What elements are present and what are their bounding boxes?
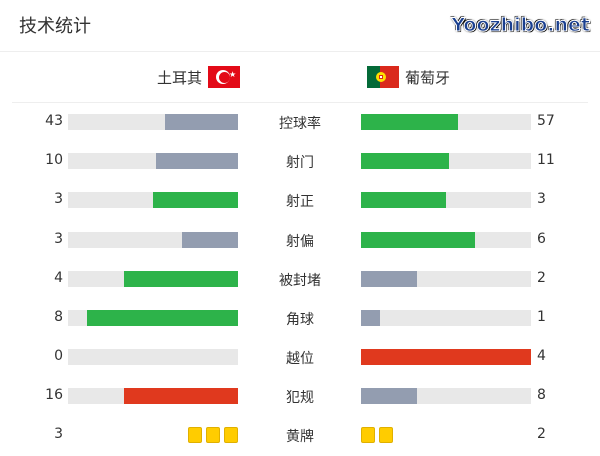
stat-row: 8 角球 1 bbox=[0, 308, 600, 328]
away-team-name: 葡萄牙 bbox=[405, 68, 451, 87]
away-bar-track bbox=[361, 231, 531, 248]
away-bar-track bbox=[361, 192, 531, 209]
stat-label: 控球率 bbox=[279, 116, 321, 132]
away-bar-fill bbox=[361, 388, 418, 405]
home-bar-fill bbox=[124, 388, 238, 405]
away-bar-fill bbox=[361, 310, 380, 326]
stat-row: 0 越位 4 bbox=[0, 347, 600, 367]
away-value: 3 bbox=[537, 191, 546, 208]
yellow-card-icon bbox=[206, 427, 220, 443]
turkey-flag-icon: ★ bbox=[208, 66, 240, 88]
watermark: Yoozhibo.net bbox=[451, 14, 591, 37]
stat-label: 被封堵 bbox=[279, 272, 321, 289]
away-value: 11 bbox=[537, 152, 555, 169]
away-value: 2 bbox=[537, 426, 546, 442]
yellow-card-icon bbox=[379, 427, 393, 443]
away-bar-fill bbox=[361, 349, 531, 366]
home-team-name: 土耳其 bbox=[156, 68, 202, 87]
stat-row-yellow-cards: 3 黄牌 2 bbox=[0, 425, 600, 445]
away-bar-track bbox=[361, 153, 531, 170]
home-bar-track bbox=[68, 231, 238, 248]
portugal-flag-icon bbox=[367, 66, 399, 88]
stat-row: 3 射偏 6 bbox=[0, 230, 600, 250]
yellow-card-icon bbox=[224, 427, 238, 443]
stat-label: 黄牌 bbox=[286, 429, 314, 445]
stat-label: 犯规 bbox=[286, 390, 314, 407]
home-bar-fill bbox=[181, 231, 238, 248]
away-bar-fill bbox=[361, 270, 418, 287]
home-bar-track bbox=[68, 310, 238, 326]
stat-label: 越位 bbox=[286, 351, 314, 368]
divider bbox=[12, 102, 588, 103]
stat-row: 16 犯规 8 bbox=[0, 386, 600, 406]
away-bar-track bbox=[361, 114, 531, 130]
home-value: 4 bbox=[54, 269, 63, 286]
away-bar-fill bbox=[361, 192, 446, 209]
away-bar-track bbox=[361, 310, 531, 326]
home-bar-track bbox=[68, 349, 238, 366]
away-bar-fill bbox=[361, 231, 475, 248]
home-yellow-cards bbox=[188, 427, 238, 443]
stat-label: 射正 bbox=[286, 194, 314, 211]
yellow-card-icon bbox=[188, 427, 202, 443]
home-value: 8 bbox=[54, 309, 63, 325]
stat-label: 角球 bbox=[286, 312, 314, 328]
home-bar-fill bbox=[153, 192, 238, 209]
home-bar-fill bbox=[86, 310, 238, 326]
away-bar-track bbox=[361, 270, 531, 287]
away-value: 1 bbox=[537, 309, 546, 325]
away-bar-fill bbox=[361, 153, 450, 170]
home-value: 43 bbox=[45, 113, 63, 129]
yellow-card-icon bbox=[361, 427, 375, 443]
stat-row: 3 射正 3 bbox=[0, 190, 600, 210]
home-bar-track bbox=[68, 114, 238, 130]
stat-row: 43 控球率 57 bbox=[0, 112, 600, 132]
away-bar-track bbox=[361, 349, 531, 366]
divider bbox=[0, 51, 600, 52]
stat-label: 射偏 bbox=[286, 233, 314, 250]
stat-row: 10 射门 11 bbox=[0, 151, 600, 171]
away-value: 8 bbox=[537, 387, 546, 404]
away-team: 葡萄牙 bbox=[367, 66, 450, 88]
home-bar-track bbox=[68, 153, 238, 170]
home-value: 10 bbox=[45, 152, 63, 169]
home-value: 3 bbox=[54, 230, 63, 247]
home-bar-track bbox=[68, 192, 238, 209]
away-value: 6 bbox=[537, 230, 546, 247]
away-bar-track bbox=[361, 388, 531, 405]
home-value: 3 bbox=[54, 191, 63, 208]
away-bar-fill bbox=[361, 114, 458, 130]
home-bar-fill bbox=[164, 114, 238, 130]
home-bar-fill bbox=[124, 270, 238, 287]
home-value: 3 bbox=[54, 426, 63, 442]
stat-label: 射门 bbox=[286, 155, 314, 172]
stat-row: 4 被封堵 2 bbox=[0, 269, 600, 289]
home-bar-fill bbox=[156, 153, 238, 170]
home-team: 土耳其 ★ bbox=[157, 66, 240, 88]
home-value: 16 bbox=[45, 387, 63, 404]
home-bar-track bbox=[68, 270, 238, 287]
away-value: 57 bbox=[537, 113, 555, 129]
home-bar-track bbox=[68, 388, 238, 405]
home-value: 0 bbox=[54, 348, 63, 365]
away-value: 4 bbox=[537, 348, 546, 365]
away-value: 2 bbox=[537, 269, 546, 286]
away-yellow-cards bbox=[361, 427, 393, 443]
page-title: 技术统计 bbox=[19, 16, 91, 37]
